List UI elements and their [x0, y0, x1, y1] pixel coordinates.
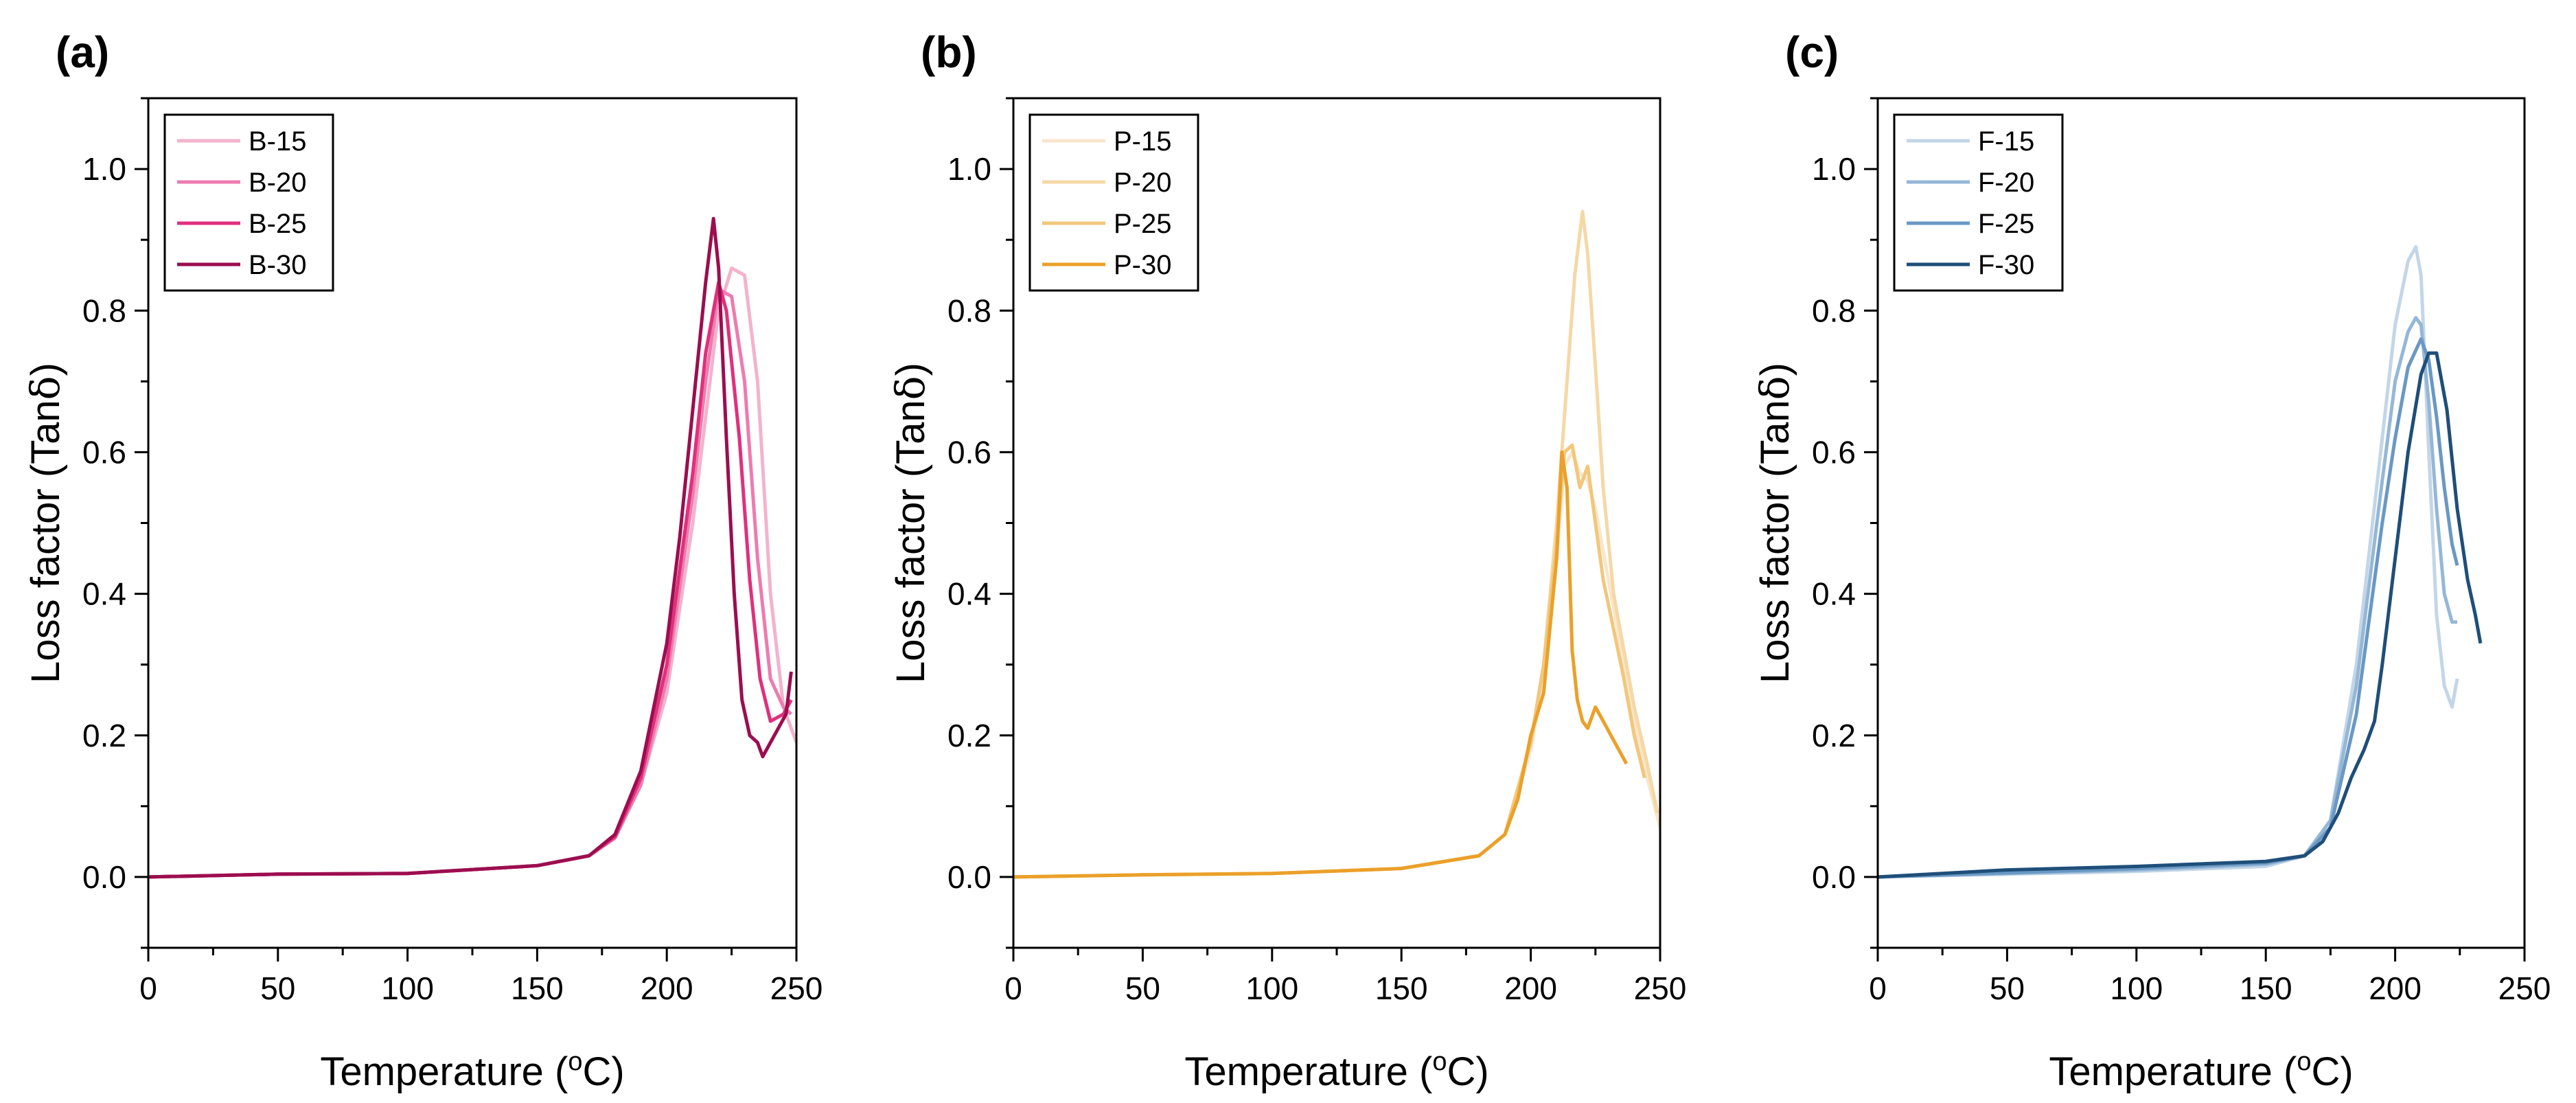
y-tick-label: 0.2 — [947, 718, 991, 753]
legend: P-15 P-20 P-25 P-30 — [1028, 113, 1199, 292]
legend-label: B-15 — [249, 126, 307, 157]
legend-label: P-30 — [1114, 250, 1172, 280]
chart-panel-2: (c) 0 50 100 150 200 250 0.0 0.2 0.4 0.6 0.8 1.0 Temp… — [1751, 27, 2551, 1094]
series-line-P-30 — [1013, 450, 1629, 879]
x-tick-label: 50 — [260, 970, 295, 1006]
y-tick-label: 1.0 — [947, 151, 991, 187]
y-tick-label: 0.8 — [947, 293, 991, 328]
chart-panel-1: (b) 0 50 100 150 200 250 0.0 0.2 0.4 0.6 0.8 1.0 Temp… — [887, 27, 1686, 1094]
x-axis-title-degree: o — [568, 1047, 582, 1076]
y-axis-title-text: Loss factor (Tan — [23, 400, 68, 683]
y-axis-title: Loss factor (Tanδ) — [22, 363, 69, 683]
y-tick-label: 0.0 — [947, 859, 991, 895]
series-line-F-25 — [1878, 337, 2459, 879]
x-axis-title-unit: C) — [1447, 1049, 1488, 1094]
x-tick-label: 200 — [1504, 970, 1557, 1006]
x-axis-title-unit: C) — [2311, 1049, 2353, 1094]
legend-label: F-15 — [1978, 126, 2034, 157]
series-line-P-15 — [1013, 450, 1660, 879]
x-tick-label: 150 — [511, 970, 564, 1006]
x-tick-label: 50 — [1125, 970, 1160, 1006]
legend: F-15 F-20 F-25 F-30 — [1893, 113, 2064, 292]
chart-panel-0: (a) 0 50 100 150 200 250 0.0 0.2 0.4 0.6 0.8 1.0 Temp… — [22, 27, 823, 1094]
legend-label: B-30 — [249, 250, 307, 280]
x-tick-label: 0 — [1004, 970, 1022, 1006]
x-axis-title: Temperature (oC) — [1184, 1047, 1488, 1094]
y-tick-label: 0.4 — [82, 576, 126, 612]
series-line-B-30 — [148, 216, 793, 879]
legend-box — [1893, 113, 2064, 292]
y-axis-title: Loss factor (Tanδ) — [887, 363, 934, 683]
x-tick-label: 200 — [2369, 970, 2422, 1006]
legend-label: F-20 — [1978, 168, 2034, 198]
legend-label: B-25 — [249, 209, 307, 239]
panel-label: (c) — [1785, 27, 1839, 77]
series-line-F-15 — [1878, 245, 2459, 879]
y-tick-label: 0.2 — [82, 718, 126, 753]
panel-label: (a) — [56, 27, 109, 77]
legend-label: F-25 — [1978, 209, 2034, 239]
series-line-B-25 — [148, 280, 793, 879]
y-tick-label: 0.4 — [1812, 576, 1856, 612]
x-axis-title-unit: C) — [582, 1049, 624, 1094]
x-axis-title-text: Temperature ( — [2049, 1049, 2297, 1094]
x-tick-label: 100 — [381, 970, 434, 1006]
x-tick-label: 150 — [1375, 970, 1428, 1006]
series-line-F-20 — [1878, 316, 2457, 879]
x-axis-title-degree: o — [1432, 1047, 1447, 1076]
y-axis-title-delta: δ — [22, 376, 69, 400]
series-line-P-20 — [1013, 209, 1659, 879]
y-axis-title-close: ) — [1753, 363, 1797, 376]
legend-box — [163, 113, 334, 292]
x-tick-label: 250 — [1634, 970, 1687, 1006]
series-line-P-25 — [1013, 443, 1646, 879]
x-tick-label: 0 — [139, 970, 157, 1006]
x-axis-title-degree: o — [2297, 1047, 2311, 1076]
y-tick-label: 0.0 — [1812, 859, 1856, 895]
y-axis-title-close: ) — [888, 363, 933, 376]
x-tick-label: 0 — [1869, 970, 1887, 1006]
x-axis-title: Temperature (oC) — [2049, 1047, 2353, 1094]
legend-box — [1028, 113, 1199, 292]
legend-label: P-20 — [1114, 168, 1172, 198]
y-tick-label: 0.0 — [82, 859, 126, 895]
x-tick-label: 100 — [2110, 970, 2163, 1006]
y-axis-title-text: Loss factor (Tan — [1753, 400, 1797, 683]
legend-label: F-30 — [1978, 250, 2034, 280]
y-axis-title: Loss factor (Tanδ) — [1751, 363, 1798, 683]
y-tick-label: 1.0 — [82, 151, 126, 187]
legend-label: P-15 — [1114, 126, 1172, 157]
y-tick-label: 0.6 — [947, 434, 991, 470]
x-tick-label: 200 — [641, 970, 693, 1006]
x-tick-label: 250 — [770, 970, 823, 1006]
x-axis-title-text: Temperature ( — [320, 1049, 568, 1094]
y-axis-title-text: Loss factor (Tan — [888, 400, 933, 683]
legend-label: B-20 — [249, 168, 307, 198]
y-axis-title-delta: δ — [887, 376, 934, 400]
y-axis-title-delta: δ — [1751, 376, 1798, 400]
y-tick-label: 0.8 — [82, 293, 126, 328]
legend: B-15 B-20 B-25 B-30 — [163, 113, 334, 292]
y-tick-label: 0.6 — [1812, 434, 1856, 470]
y-tick-label: 0.8 — [1812, 293, 1856, 328]
legend-label: P-25 — [1114, 209, 1172, 239]
y-tick-label: 0.4 — [947, 576, 991, 612]
series-line-F-30 — [1878, 351, 2483, 879]
x-tick-label: 150 — [2240, 970, 2292, 1006]
x-axis-title: Temperature (oC) — [320, 1047, 624, 1094]
x-tick-label: 250 — [2498, 970, 2551, 1006]
y-tick-label: 1.0 — [1812, 151, 1856, 187]
x-tick-label: 50 — [1990, 970, 2025, 1006]
panel-label: (b) — [921, 27, 977, 77]
x-axis-title-text: Temperature ( — [1184, 1049, 1432, 1094]
y-axis-title-close: ) — [23, 363, 68, 376]
y-tick-label: 0.2 — [1812, 718, 1856, 753]
y-tick-label: 0.6 — [82, 434, 126, 470]
x-tick-label: 100 — [1245, 970, 1298, 1006]
